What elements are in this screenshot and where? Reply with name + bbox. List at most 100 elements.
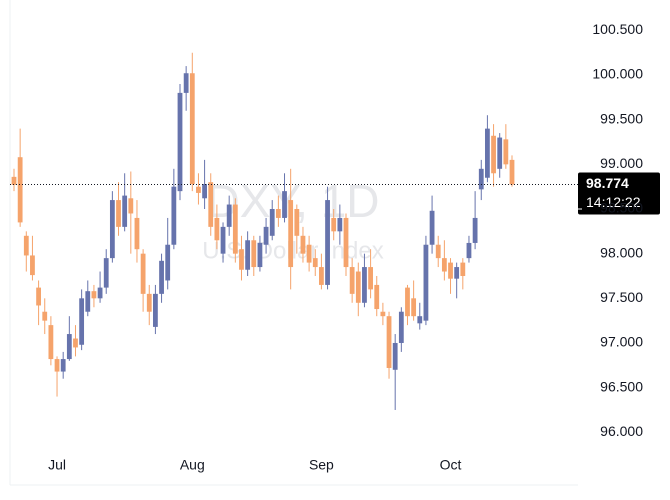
candle-body: [159, 260, 164, 294]
last-price-label: 98.774: [586, 175, 629, 191]
candle-body: [140, 253, 146, 294]
candle-body: [423, 244, 429, 321]
candle-body: [362, 267, 367, 303]
candle-body: [472, 217, 478, 243]
last-price-box: [578, 172, 660, 215]
candle-body: [30, 255, 35, 276]
candle-body: [42, 311, 48, 321]
y-tick-label: 100.000: [592, 66, 643, 82]
candle-body: [491, 135, 496, 174]
candle-body: [288, 200, 294, 268]
candle-body: [257, 242, 263, 268]
candle-body: [374, 284, 380, 310]
y-tick-label: 96.500: [600, 378, 643, 394]
candle-body: [183, 73, 189, 93]
candle-body: [103, 258, 109, 288]
candle-body: [343, 217, 349, 268]
candle-body: [312, 258, 318, 268]
candle-body: [263, 226, 269, 245]
candle-body: [146, 293, 152, 312]
y-tick-label: 97.000: [600, 334, 643, 350]
candle-body: [177, 92, 183, 192]
candle-body: [17, 157, 23, 223]
candle-body: [153, 293, 158, 327]
candle-body: [116, 200, 121, 227]
y-tick-label: 100.500: [592, 21, 643, 37]
candle-body: [171, 186, 177, 245]
candles: [11, 52, 515, 410]
candle-body: [251, 240, 257, 268]
candle-body: [11, 176, 17, 185]
candle-body: [91, 291, 97, 299]
candle-body: [306, 244, 312, 263]
candle-body: [435, 244, 441, 259]
candle-body: [189, 73, 195, 184]
candle-body: [269, 209, 275, 236]
y-tick-label: 98.000: [600, 244, 643, 260]
candle-body: [54, 359, 60, 372]
candle-body: [128, 198, 134, 214]
candle-body: [448, 262, 453, 279]
candle-body: [497, 137, 503, 169]
candle-body: [245, 240, 251, 270]
candle-body: [355, 271, 361, 303]
candle-body: [220, 226, 226, 254]
candle-body: [398, 311, 404, 343]
y-tick-label: 96.000: [600, 423, 643, 439]
candle-body: [380, 311, 386, 317]
candle-body: [300, 235, 306, 254]
candle-body: [66, 334, 72, 360]
candle-body: [485, 128, 490, 178]
candle-body: [97, 287, 103, 299]
candle-body: [478, 168, 484, 190]
x-tick-label: Oct: [440, 457, 462, 473]
candle-body: [509, 159, 515, 185]
candle-body: [386, 316, 392, 368]
candle-body: [48, 325, 54, 360]
candle-body: [503, 139, 509, 165]
candle-body: [23, 235, 29, 256]
countdown-label: 14:12:22: [586, 194, 641, 210]
candle-body: [232, 204, 238, 254]
candle-body: [202, 183, 207, 199]
candle-body: [331, 217, 337, 232]
y-tick-label: 97.500: [600, 289, 643, 305]
x-tick-label: Sep: [309, 457, 334, 473]
candle-body: [85, 291, 91, 312]
candle-body: [122, 195, 128, 227]
candle-body: [349, 267, 355, 294]
candle-body: [208, 182, 214, 227]
candle-body: [405, 287, 410, 317]
overlay: 98.774 14:12:22: [10, 172, 660, 215]
candle-body: [60, 359, 66, 372]
candle-body: [441, 258, 447, 272]
candle-body: [282, 191, 287, 218]
candle-body: [368, 267, 373, 290]
candle-body: [73, 338, 78, 348]
candle-body: [134, 217, 140, 250]
candle-body: [319, 267, 324, 285]
x-tick-label: Aug: [180, 457, 205, 473]
candle-body: [411, 298, 417, 317]
candle-body: [226, 204, 232, 227]
x-tick-label: Jul: [48, 457, 66, 473]
candle-body: [109, 200, 115, 259]
candle-body: [196, 186, 201, 193]
candle-body: [466, 242, 472, 259]
candle-body: [337, 217, 343, 232]
candle-body: [454, 267, 460, 279]
candle-body: [429, 210, 435, 245]
candle-body: [79, 298, 85, 345]
candle-body: [392, 342, 398, 370]
candle-body: [460, 262, 466, 276]
y-tick-label: 98.500: [600, 200, 643, 216]
candle-body: [239, 249, 244, 270]
candle-body: [325, 200, 330, 285]
candle-body: [36, 287, 41, 306]
y-tick-label: 99.000: [600, 155, 643, 171]
candle-body: [275, 209, 281, 218]
candle-body: [214, 217, 220, 241]
candle-body: [417, 316, 423, 324]
